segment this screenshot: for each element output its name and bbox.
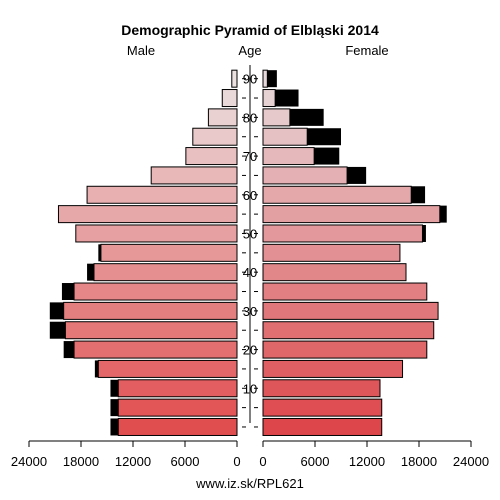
bar-female-0-4 bbox=[262, 417, 383, 436]
bar-male-excess-5-9 bbox=[110, 399, 119, 417]
male-label: Male bbox=[127, 43, 155, 58]
x-tick-label-left: 24000 bbox=[11, 454, 47, 469]
bar-female-excess-65-69 bbox=[347, 166, 367, 184]
bar-female-20-24 bbox=[262, 340, 428, 359]
bar-male-60-64 bbox=[86, 185, 238, 204]
bar-male-0-4 bbox=[117, 417, 238, 436]
bar-female-5-9 bbox=[262, 398, 383, 417]
x-tick-label-right: 0 bbox=[259, 454, 266, 469]
bar-female-excess-50-54 bbox=[422, 224, 426, 242]
bar-male-5-9 bbox=[117, 398, 238, 417]
bar-male-excess-25-29 bbox=[49, 321, 66, 339]
age-tick-label: 30 bbox=[243, 304, 257, 319]
bars-group bbox=[49, 69, 447, 436]
bar-male-40-44 bbox=[93, 263, 238, 282]
bar-male-excess-15-19 bbox=[94, 360, 99, 378]
x-tick-label-left: 0 bbox=[233, 454, 240, 469]
bar-female-excess-75-79 bbox=[307, 128, 341, 146]
bar-male-excess-20-24 bbox=[63, 341, 75, 359]
bar-female-excess-85-89 bbox=[275, 89, 299, 107]
x-tick-label-right: 18000 bbox=[401, 454, 437, 469]
age-tick-label: 70 bbox=[243, 149, 257, 164]
bar-male-15-19 bbox=[97, 359, 238, 378]
bar-female-25-29 bbox=[262, 321, 435, 340]
x-tick-label-right: 24000 bbox=[453, 454, 489, 469]
bar-male-45-49 bbox=[100, 243, 238, 262]
bar-female-35-39 bbox=[262, 282, 428, 301]
bar-female-65-69 bbox=[262, 166, 348, 185]
bar-female-30-34 bbox=[262, 301, 439, 320]
axes-group: 24000 18000 12000 6000 0 0 6000 12000 18000 24000… bbox=[11, 65, 489, 469]
x-tick-label-left: 18000 bbox=[63, 454, 99, 469]
bar-female-excess-70-74 bbox=[314, 147, 340, 165]
bar-female-excess-55-59 bbox=[439, 205, 447, 223]
bar-female-75-79 bbox=[262, 127, 308, 146]
age-tick-label: 60 bbox=[243, 188, 257, 203]
bar-female-60-64 bbox=[262, 185, 412, 204]
bar-male-50-54 bbox=[75, 224, 238, 243]
bar-female-50-54 bbox=[262, 224, 423, 243]
age-tick-label: 20 bbox=[243, 343, 257, 358]
bar-male-excess-30-34 bbox=[49, 302, 64, 320]
x-tick-label-right: 12000 bbox=[349, 454, 385, 469]
bar-male-85-89 bbox=[221, 89, 238, 108]
age-label: Age bbox=[238, 43, 261, 58]
chart-title: Demographic Pyramid of Elbląski 2014 bbox=[121, 22, 379, 38]
female-label: Female bbox=[345, 43, 388, 58]
bar-female-15-19 bbox=[262, 359, 404, 378]
bar-male-excess-0-4 bbox=[110, 418, 119, 436]
bar-female-excess-80-84 bbox=[289, 108, 324, 126]
bar-male-10-14 bbox=[117, 379, 238, 398]
bar-male-65-69 bbox=[150, 166, 238, 185]
x-tick-label-left: 6000 bbox=[171, 454, 200, 469]
bar-female-excess-90+ bbox=[267, 70, 277, 88]
bar-female-45-49 bbox=[262, 243, 401, 262]
bar-female-10-14 bbox=[262, 379, 381, 398]
bar-male-55-59 bbox=[57, 205, 238, 224]
age-tick-label: 50 bbox=[243, 226, 257, 241]
bar-male-75-79 bbox=[192, 127, 238, 146]
bar-male-30-34 bbox=[63, 301, 238, 320]
age-tick-label: 80 bbox=[243, 110, 257, 125]
bar-female-90+ bbox=[262, 69, 268, 88]
bar-male-35-39 bbox=[73, 282, 238, 301]
bar-male-80-84 bbox=[207, 108, 238, 127]
age-tick-label: 40 bbox=[243, 265, 257, 280]
age-tick-label: 90 bbox=[243, 72, 257, 87]
bar-female-80-84 bbox=[262, 108, 291, 127]
bar-male-excess-10-14 bbox=[110, 379, 119, 397]
bar-male-excess-35-39 bbox=[61, 283, 75, 301]
bar-male-excess-45-49 bbox=[98, 244, 101, 262]
bar-female-excess-60-64 bbox=[411, 186, 426, 204]
bar-male-20-24 bbox=[73, 340, 238, 359]
bar-male-90+ bbox=[231, 69, 238, 88]
bar-female-40-44 bbox=[262, 263, 407, 282]
bar-male-25-29 bbox=[64, 321, 238, 340]
bar-male-70-74 bbox=[185, 147, 238, 166]
x-tick-label-right: 6000 bbox=[301, 454, 330, 469]
bar-male-excess-40-44 bbox=[87, 263, 94, 281]
bar-female-85-89 bbox=[262, 89, 276, 108]
x-tick-label-left: 12000 bbox=[115, 454, 151, 469]
footer-url: www.iz.sk/RPL621 bbox=[195, 476, 304, 491]
bar-female-55-59 bbox=[262, 205, 441, 224]
bar-female-70-74 bbox=[262, 147, 315, 166]
age-tick-label: 10 bbox=[243, 381, 257, 396]
